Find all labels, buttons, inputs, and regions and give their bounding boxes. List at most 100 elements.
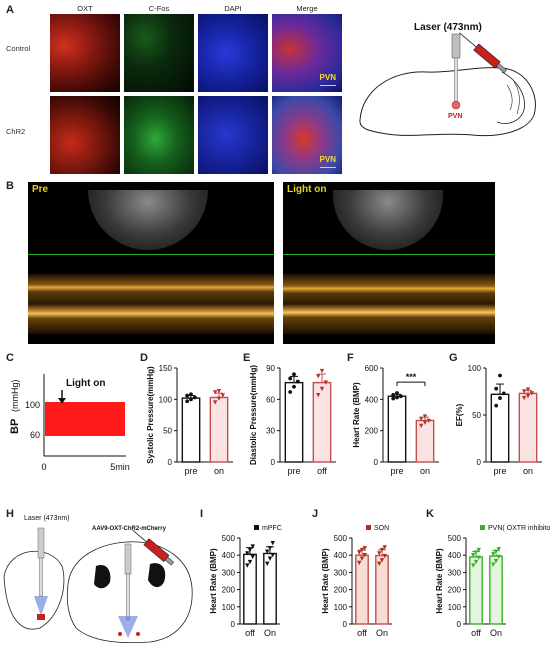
data-point bbox=[498, 396, 502, 400]
data-point bbox=[216, 396, 222, 401]
syringe bbox=[459, 32, 507, 74]
micrograph-chr2-merge: PVN bbox=[272, 96, 342, 174]
panel-k-label: K bbox=[426, 508, 434, 520]
x-tick-label: pre bbox=[493, 466, 506, 476]
data-point bbox=[292, 372, 296, 377]
y-axis-label: EF(%) bbox=[455, 403, 464, 426]
data-point bbox=[245, 551, 250, 556]
scale-bar bbox=[320, 84, 336, 86]
coronal-schematic: Laser (473nm) AAV9-OXT-ChR2-mCherry bbox=[3, 515, 193, 644]
h-cannula-right bbox=[126, 573, 130, 621]
row-label-chr2: ChR2 bbox=[6, 127, 26, 136]
y-tick-label: 600 bbox=[365, 364, 379, 373]
row-label-control: Control bbox=[6, 44, 31, 53]
x-tick-label: on bbox=[420, 466, 430, 476]
data-point bbox=[493, 559, 499, 564]
data-point bbox=[315, 374, 321, 379]
y-tick-label: 50 bbox=[472, 411, 481, 420]
data-point bbox=[493, 549, 499, 554]
ultrasound-sector bbox=[88, 190, 208, 250]
data-point bbox=[422, 420, 428, 426]
optic-fiber bbox=[451, 33, 461, 59]
pre-label: Pre bbox=[32, 184, 49, 195]
data-point bbox=[319, 368, 325, 374]
bar bbox=[181, 397, 201, 463]
data-point bbox=[185, 399, 190, 404]
data-point bbox=[267, 556, 273, 561]
panel-e-label: E bbox=[243, 352, 251, 364]
ventricle-left bbox=[94, 564, 111, 589]
bp-arrowhead bbox=[58, 398, 66, 404]
y-tick-label: 500 bbox=[334, 534, 348, 543]
pvn-region-label-chr2: PVN bbox=[319, 155, 336, 164]
data-point bbox=[494, 403, 499, 408]
y-axis-label: Heart Rate (BMP) bbox=[352, 382, 361, 448]
data-point bbox=[498, 373, 502, 378]
data-point bbox=[185, 393, 190, 398]
data-point bbox=[292, 384, 296, 389]
y-axis-label: Diastolic Pressure(mmHg) bbox=[249, 365, 258, 465]
panel-b-label: B bbox=[6, 180, 14, 192]
y-tick-label: 0 bbox=[374, 458, 379, 467]
data-point bbox=[359, 556, 365, 561]
y-tick-label: 400 bbox=[334, 551, 348, 560]
bp-ylabel: BP bbox=[9, 419, 21, 434]
laser-label: Laser (473nm) bbox=[414, 22, 482, 33]
data-point bbox=[473, 559, 479, 565]
data-point bbox=[323, 380, 329, 385]
data-point bbox=[418, 423, 424, 429]
data-point bbox=[288, 390, 293, 394]
data-point bbox=[395, 391, 399, 395]
data-point bbox=[288, 376, 293, 381]
micrograph-control-merge: PVN bbox=[272, 14, 342, 92]
column-title-dapi: DAPI bbox=[224, 4, 242, 13]
data-point bbox=[212, 390, 218, 395]
bp-yunit: (mmHg) bbox=[10, 380, 20, 413]
data-point bbox=[245, 563, 250, 568]
bar bbox=[489, 555, 503, 625]
bar bbox=[284, 381, 304, 463]
y-axis-label: Systolic Pressure(mmHg) bbox=[146, 366, 155, 464]
bp-ytick-100: 100 bbox=[25, 400, 40, 410]
bar bbox=[518, 392, 538, 463]
bp-ytick-60: 60 bbox=[30, 430, 40, 440]
y-tick-label: 100 bbox=[222, 603, 236, 612]
data-point bbox=[418, 416, 424, 422]
data-point bbox=[525, 394, 531, 399]
data-point bbox=[476, 547, 481, 553]
y-tick-label: 100 bbox=[448, 603, 462, 612]
ecg-line bbox=[28, 254, 274, 255]
x-tick-label: On bbox=[490, 628, 502, 638]
data-point bbox=[220, 393, 226, 398]
panel-i-label: I bbox=[200, 508, 204, 520]
bar bbox=[312, 381, 332, 463]
y-tick-label: 0 bbox=[231, 620, 236, 629]
data-point bbox=[212, 400, 218, 405]
bar bbox=[375, 554, 389, 625]
chart-ejection-fraction: 0 50 100 EF(%) pre on bbox=[455, 364, 542, 476]
panel-c-label: C bbox=[6, 352, 14, 364]
data-point bbox=[529, 391, 535, 396]
data-point bbox=[473, 550, 479, 555]
chart-diastolic-pressure: 0 30 60 90 Diastolic Pressure(mmHg) pre off bbox=[249, 364, 336, 476]
y-tick-label: 0 bbox=[343, 620, 348, 629]
bar bbox=[415, 419, 435, 463]
micrograph-control-cfos bbox=[124, 14, 194, 92]
bp-annotation: Light on bbox=[66, 378, 105, 389]
chart-heart-rate-pvn: 0 100 200 300 400 500 Heart Rate (BMP) off On PVN… bbox=[435, 525, 550, 638]
y-tick-label: 200 bbox=[448, 586, 462, 595]
y-tick-label: 100 bbox=[468, 364, 482, 373]
bar bbox=[490, 393, 510, 463]
legend-label: PVN( OXTR inhibitor) bbox=[488, 525, 550, 532]
h-light-cone-left bbox=[34, 596, 48, 616]
legend-swatch bbox=[480, 525, 485, 530]
x-tick-label: pre bbox=[287, 466, 300, 476]
y-tick-label: 300 bbox=[222, 568, 236, 577]
data-point bbox=[189, 392, 193, 397]
ultrasound-sector bbox=[333, 190, 443, 250]
h-pvn-left bbox=[37, 614, 45, 620]
data-point bbox=[250, 554, 255, 560]
micrograph-control-dapi bbox=[198, 14, 268, 92]
data-point bbox=[270, 553, 275, 558]
data-point bbox=[189, 397, 193, 402]
